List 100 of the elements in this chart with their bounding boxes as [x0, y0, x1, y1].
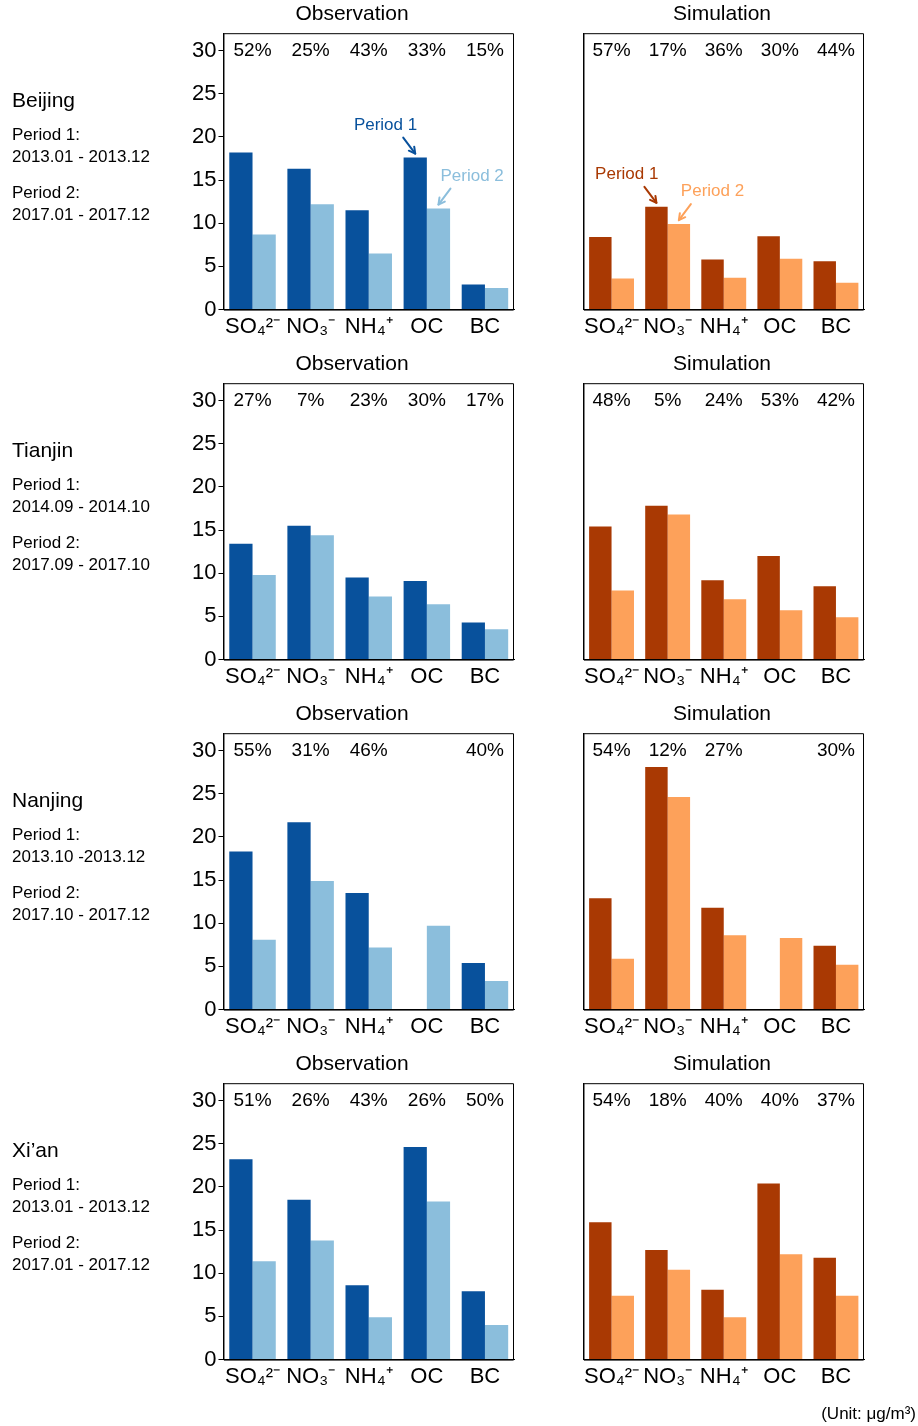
text: 2017.09 - 2017.10 — [12, 555, 151, 574]
x-tick-label: SO₄²⁻ — [224, 1362, 281, 1388]
bar — [779, 937, 803, 1010]
x-tick-label: NH₄⁺ — [344, 1012, 393, 1038]
y-tick-label: 30 — [191, 36, 217, 62]
bar — [813, 945, 836, 1010]
y-tick-label: 5 — [204, 1302, 217, 1328]
text: Nanjing — [12, 788, 84, 811]
x-tick-label: NO₃⁻ — [286, 662, 336, 688]
chart-title: Observation — [295, 1051, 409, 1075]
bar — [667, 1269, 691, 1360]
annotation: 48% — [592, 389, 631, 411]
bar — [310, 204, 334, 310]
bar — [701, 259, 724, 310]
x-tick-label: OC — [410, 1362, 444, 1388]
bar — [757, 236, 780, 310]
text: 2017.01 - 2017.12 — [12, 1255, 151, 1274]
bar — [287, 525, 311, 660]
text: (Unit: μg/m³) — [821, 1404, 916, 1424]
bar — [701, 1289, 724, 1360]
x-tick-label: NH₄⁺ — [344, 1362, 393, 1388]
bar — [403, 1147, 427, 1360]
bar — [779, 258, 803, 310]
bar — [757, 555, 780, 660]
bar — [813, 261, 836, 310]
bar — [645, 766, 668, 1010]
y-tick-label: 30 — [191, 1086, 217, 1112]
annotation: 30% — [816, 739, 856, 761]
y-tick-label: 20 — [191, 122, 217, 148]
x-tick-label: NO₃⁻ — [643, 662, 693, 688]
bar — [484, 981, 509, 1010]
annotation: 42% — [816, 389, 856, 411]
bar — [813, 586, 836, 660]
y-tick-label: 10 — [191, 559, 217, 585]
bar — [403, 157, 427, 310]
annotation: Period 2 — [440, 165, 504, 185]
bar — [645, 206, 668, 310]
bar — [611, 958, 634, 1010]
bar — [779, 610, 803, 660]
annotation: 54% — [592, 739, 631, 761]
annotation: 27% — [233, 389, 272, 411]
annotation: 25% — [291, 39, 330, 61]
annotation: 43% — [349, 39, 388, 61]
x-tick-label: OC — [763, 1362, 797, 1388]
bar — [835, 282, 859, 310]
x-tick-label: SO₄²⁻ — [584, 662, 640, 688]
text: Period 2: — [12, 1233, 81, 1252]
x-tick-label: BC — [820, 1012, 852, 1038]
x-tick-label: NO₃⁻ — [643, 1362, 693, 1388]
bar — [701, 580, 724, 660]
y-tick-label: 0 — [204, 995, 217, 1021]
y-tick-label: 10 — [191, 909, 217, 935]
bar — [310, 1240, 334, 1360]
bar — [368, 947, 392, 1010]
bar — [368, 1317, 392, 1360]
y-tick-label: 15 — [191, 516, 217, 542]
x-tick-label: BC — [469, 662, 501, 688]
bar — [757, 1183, 780, 1360]
text: Tianjin — [12, 438, 74, 461]
bar — [667, 797, 691, 1010]
bar — [589, 1222, 612, 1360]
x-tick-label: OC — [763, 1012, 797, 1038]
y-tick-label: 5 — [204, 252, 217, 278]
text: 2014.09 - 2014.10 — [12, 496, 151, 518]
annotation: 46% — [349, 739, 388, 761]
bar — [310, 880, 334, 1010]
annotation: 55% — [233, 739, 272, 761]
annotation: 40% — [704, 1089, 743, 1111]
annotation: 24% — [704, 389, 743, 411]
annotation: 23% — [349, 389, 388, 411]
chart-title: Observation — [295, 701, 409, 725]
y-tick-label: 25 — [191, 429, 217, 455]
y-tick-label: 15 — [191, 866, 217, 892]
bar — [667, 224, 691, 310]
bar — [645, 1249, 668, 1360]
x-tick-label: BC — [820, 1362, 852, 1388]
annotation: 7% — [296, 389, 325, 411]
annotation: 37% — [816, 1089, 856, 1111]
bar — [589, 526, 612, 660]
text: Period 1: — [12, 825, 81, 844]
x-tick-label: OC — [410, 1012, 444, 1038]
annotation: 53% — [760, 389, 799, 411]
y-tick-label: 20 — [191, 1172, 217, 1198]
annotation: 26% — [291, 1089, 330, 1111]
y-tick-label: 30 — [191, 736, 217, 762]
y-tick-label: 10 — [191, 209, 217, 235]
chart-title: Observation — [295, 1, 409, 25]
y-tick-label: 15 — [191, 166, 217, 192]
chart-title: Simulation — [672, 1051, 772, 1075]
x-tick-label: BC — [469, 1012, 501, 1038]
chart-title: Simulation — [672, 1, 772, 25]
annotation: 26% — [407, 1089, 446, 1111]
x-tick-label: BC — [820, 662, 852, 688]
x-tick-label: NH₄⁺ — [699, 1362, 748, 1388]
text: Period 2: — [12, 883, 81, 902]
text: Period 2: — [12, 533, 81, 552]
annotation: 52% — [233, 39, 272, 61]
x-tick-label: SO₄²⁻ — [224, 1012, 281, 1038]
x-tick-label: SO₄²⁻ — [584, 1362, 640, 1388]
bar — [589, 898, 612, 1010]
